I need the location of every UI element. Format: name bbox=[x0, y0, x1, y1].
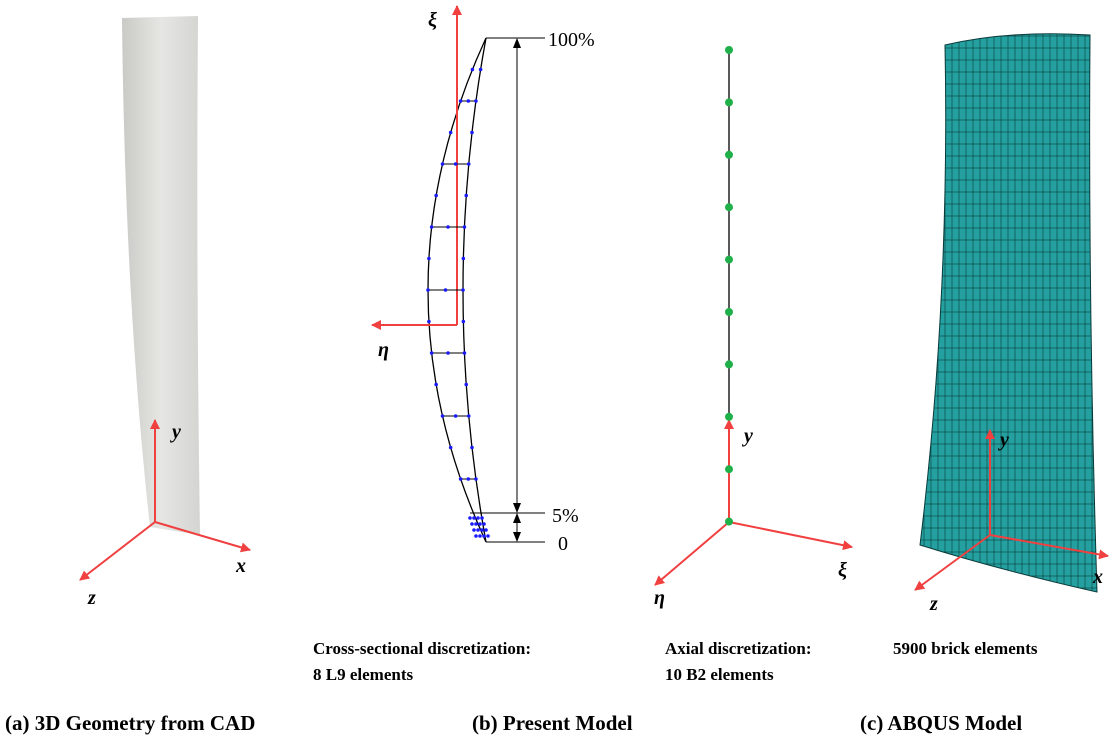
node bbox=[454, 162, 458, 166]
node bbox=[474, 99, 478, 103]
axis-arrow bbox=[80, 522, 155, 580]
fe-mesh bbox=[920, 34, 1097, 592]
node bbox=[725, 151, 733, 159]
axis-label: ξ bbox=[838, 559, 847, 581]
node bbox=[482, 522, 486, 526]
axis-label: x bbox=[235, 555, 246, 577]
axis-label: η bbox=[654, 587, 665, 609]
node bbox=[725, 203, 733, 211]
caption: (c) ABQUS Model bbox=[860, 711, 1022, 735]
node bbox=[462, 320, 466, 324]
node bbox=[467, 414, 471, 418]
node bbox=[462, 257, 466, 261]
node bbox=[468, 516, 472, 520]
node bbox=[725, 256, 733, 264]
node bbox=[426, 288, 430, 292]
node bbox=[725, 518, 733, 526]
axis-label: z bbox=[929, 593, 938, 615]
axis-label: ξ bbox=[428, 9, 437, 31]
node bbox=[470, 522, 474, 526]
axis-label: z bbox=[87, 587, 96, 609]
node bbox=[441, 414, 445, 418]
note: 5900 brick elements bbox=[893, 639, 1038, 658]
node bbox=[446, 351, 450, 355]
node bbox=[482, 534, 486, 538]
axis-arrow bbox=[155, 522, 250, 550]
node bbox=[725, 98, 733, 106]
note: Axial discretization: bbox=[665, 639, 812, 658]
node bbox=[461, 288, 465, 292]
caption: (a) 3D Geometry from CAD bbox=[5, 711, 255, 735]
panel-a: y x z (a) 3D Geometry from CAD bbox=[5, 16, 255, 735]
node bbox=[459, 477, 463, 481]
node bbox=[476, 516, 480, 520]
note: 10 B2 elements bbox=[665, 665, 774, 684]
node bbox=[459, 99, 463, 103]
node bbox=[478, 522, 482, 526]
blade-outline bbox=[463, 38, 486, 542]
axis-label: η bbox=[378, 339, 389, 361]
node bbox=[479, 68, 483, 72]
dimension-label: 0 bbox=[558, 533, 568, 555]
node bbox=[434, 383, 438, 387]
panel-b-cross-section: ξ η 100% 5% 0 Cross-sectional discretiza… bbox=[313, 6, 595, 684]
node bbox=[466, 477, 470, 481]
node bbox=[463, 225, 467, 229]
node bbox=[476, 528, 480, 532]
node bbox=[725, 308, 733, 316]
axis-arrow bbox=[655, 522, 729, 585]
node bbox=[725, 465, 733, 473]
dimension-label: 5% bbox=[552, 505, 579, 527]
node bbox=[427, 320, 431, 324]
node bbox=[474, 477, 478, 481]
node bbox=[444, 288, 448, 292]
node bbox=[441, 162, 445, 166]
axis-arrow bbox=[729, 522, 852, 547]
node bbox=[464, 194, 468, 198]
node bbox=[454, 414, 458, 418]
axis-label: y bbox=[998, 429, 1009, 451]
panel-b-axial: y ξ η Axial discretization: 10 B2 elemen… bbox=[472, 46, 852, 735]
node bbox=[449, 131, 453, 135]
node bbox=[471, 68, 475, 72]
node bbox=[427, 257, 431, 261]
axis-label: x bbox=[1092, 566, 1103, 588]
node bbox=[478, 534, 482, 538]
note: 8 L9 elements bbox=[313, 665, 413, 684]
node bbox=[472, 528, 476, 532]
node bbox=[480, 528, 484, 532]
dimension-label: 100% bbox=[548, 29, 595, 51]
node bbox=[480, 516, 484, 520]
node bbox=[474, 534, 478, 538]
node bbox=[446, 225, 450, 229]
node bbox=[470, 446, 474, 450]
node bbox=[474, 522, 478, 526]
node bbox=[434, 194, 438, 198]
node bbox=[430, 225, 434, 229]
node bbox=[725, 360, 733, 368]
figure: y x z (a) 3D Geometry from CAD ξ η 100% … bbox=[0, 0, 1111, 742]
panel-c: y x z 5900 brick elements (c) ABQUS Mode… bbox=[860, 34, 1108, 735]
node bbox=[449, 446, 453, 450]
node bbox=[466, 99, 470, 103]
node bbox=[472, 516, 476, 520]
node bbox=[430, 351, 434, 355]
node bbox=[486, 534, 490, 538]
node bbox=[467, 162, 471, 166]
node bbox=[464, 383, 468, 387]
node bbox=[484, 528, 488, 532]
cad-blade bbox=[122, 16, 200, 535]
axis-label: y bbox=[170, 421, 181, 443]
node bbox=[725, 413, 733, 421]
caption: (b) Present Model bbox=[472, 711, 633, 735]
note: Cross-sectional discretization: bbox=[313, 639, 531, 658]
node bbox=[470, 131, 474, 135]
node bbox=[725, 46, 733, 54]
axis-label: y bbox=[742, 425, 753, 447]
node bbox=[463, 351, 467, 355]
